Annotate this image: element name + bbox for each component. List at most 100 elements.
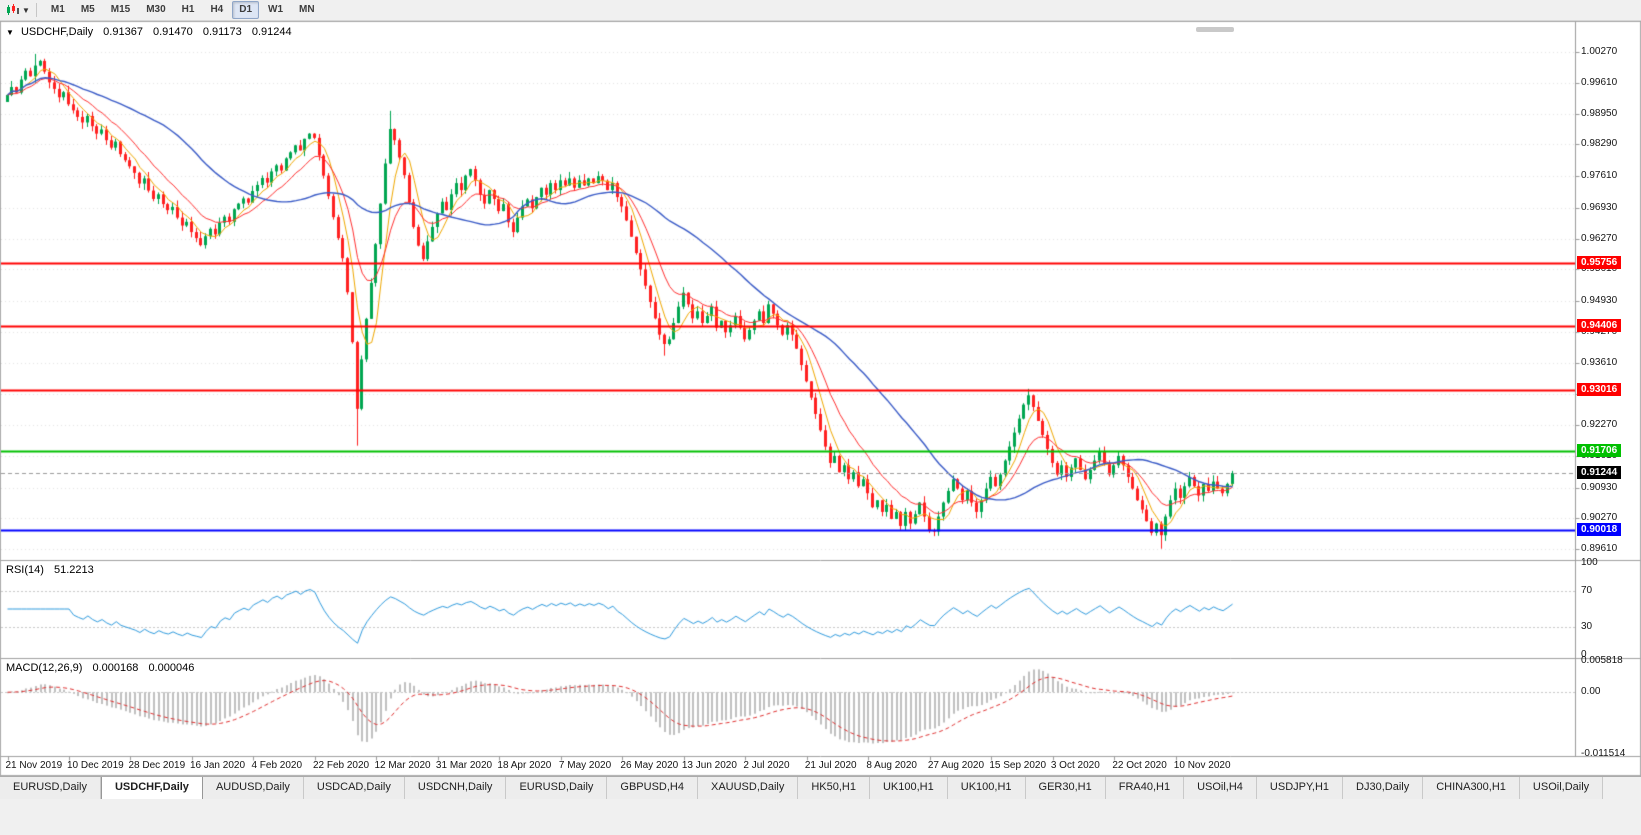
price-axis-label: 0.96270 (1581, 232, 1618, 244)
status-bar (0, 798, 1641, 835)
timeframe-button-m5[interactable]: M5 (80, 4, 95, 15)
timeframe-button-d1[interactable]: D1 (232, 1, 260, 19)
chart-type-icon[interactable] (6, 4, 20, 16)
high-value: 0.91470 (153, 26, 193, 38)
chart-tab[interactable]: USOil,H4 (1184, 777, 1257, 799)
date-axis-label: 18 Apr 2020 (497, 760, 552, 771)
rsi-axis-label: 0 (1581, 649, 1587, 660)
date-axis-label: 10 Dec 2019 (66, 760, 124, 771)
date-axis-label: 13 Jun 2020 (681, 760, 737, 771)
date-axis-label: 15 Sep 2020 (989, 760, 1047, 771)
date-axis-label: 31 Mar 2020 (435, 760, 493, 771)
rsi-axis-label: 30 (1581, 621, 1593, 633)
chart-tab-bar: EURUSD,Daily USDCHF,Daily AUDUSD,Daily USDC… (0, 776, 1641, 799)
symbol-period-label: USDCHF,Daily (20, 26, 94, 38)
close-value: 0.91244 (251, 26, 292, 38)
price-level-tag[interactable]: 0.91706 (1577, 444, 1622, 458)
rsi-axis-label: 100 (1581, 557, 1598, 568)
timeframe-button-h1[interactable]: H1 (181, 4, 195, 15)
chart-tab[interactable]: GBPUSD,H4 (607, 777, 698, 799)
chart-tab[interactable]: USDCAD,Daily (303, 777, 405, 799)
timeframe-buttons: M1 M5 M15 M30 H1 H4 D1 W1 MN (43, 1, 323, 19)
macd-main-value: 0.000168 (92, 662, 139, 674)
date-axis-label: 21 Nov 2019 (5, 760, 63, 771)
price-axis-label: 0.99610 (1581, 76, 1618, 88)
date-axis-label: 10 Nov 2020 (1173, 760, 1231, 771)
date-axis-label: 16 Jan 2020 (189, 760, 246, 771)
date-axis-label: 2 Jul 2020 (743, 760, 790, 771)
chart-tab[interactable]: HK50,H1 (798, 777, 870, 799)
price-axis-label: 0.90930 (1581, 481, 1618, 493)
date-axis-label: 3 Oct 2020 (1050, 760, 1100, 771)
rsi-axis-label: 70 (1581, 584, 1593, 596)
date-axis-label: 22 Oct 2020 (1112, 760, 1167, 771)
collapse-triangle-icon[interactable]: ▼ (6, 28, 14, 37)
price-axis-label: 0.98290 (1581, 138, 1618, 150)
chart-tab[interactable]: USOil,Daily (1519, 777, 1604, 799)
date-axis-label: 7 May 2020 (558, 760, 612, 771)
macd-axis-label: 0.005818 (1581, 655, 1623, 666)
price-level-tag[interactable]: 0.94406 (1577, 318, 1622, 332)
date-axis-label: 26 May 2020 (620, 760, 679, 771)
rsi-name: RSI(14) (6, 564, 44, 576)
chart-scrollbar-thumb[interactable] (1196, 27, 1234, 32)
price-axis-label: 1.00270 (1581, 46, 1618, 58)
chart-tab[interactable]: USDJPY,H1 (1256, 777, 1344, 799)
dropdown-caret-icon[interactable]: ▼ (22, 5, 30, 15)
current-price-tag: 0.91244 (1577, 466, 1622, 479)
date-axis[interactable]: 21 Nov 2019 10 Dec 2019 28 Dec 2019 16 Jan … (0, 760, 1575, 776)
chart-tab[interactable]: UK100,H1 (869, 777, 948, 799)
timeframe-button-m15[interactable]: M15 (110, 4, 131, 15)
chart-tab[interactable]: XAUUSD,Daily (697, 777, 799, 799)
price-axis-label: 0.96930 (1581, 201, 1618, 213)
macd-indicator-label: MACD(12,26,9) 0.000168 0.000046 (6, 662, 194, 674)
chart-tab[interactable]: EURUSD,Daily (506, 777, 608, 799)
date-axis-label: 27 Aug 2020 (927, 760, 985, 771)
price-axis-label: 0.95610 (1581, 263, 1618, 275)
chart-window: ▼ USDCHF,Daily 0.91367 0.91470 0.91173 0… (0, 21, 1641, 776)
chart-tab[interactable]: USDCHF,Daily (100, 777, 203, 799)
chart-tab[interactable]: AUDUSD,Daily (202, 777, 304, 799)
rsi-indicator-label: RSI(14) 51.2213 (6, 564, 94, 576)
macd-name: MACD(12,26,9) (6, 662, 83, 674)
timeframe-button-mn[interactable]: MN (299, 4, 315, 15)
chart-tab[interactable]: DJ30,Daily (1343, 777, 1424, 799)
price-axis-label: 0.98950 (1581, 107, 1618, 119)
toolbar-separator (35, 3, 37, 17)
timeframes-toolbar: ▼ M1 M5 M15 M30 H1 H4 D1 W1 MN (0, 0, 1641, 21)
price-chart-canvas[interactable] (0, 21, 1641, 776)
timeframe-button-m1[interactable]: M1 (50, 4, 65, 15)
date-axis-label: 12 Mar 2020 (374, 760, 431, 771)
price-level-tag[interactable]: 0.93016 (1577, 383, 1622, 397)
price-level-tag[interactable]: 0.95756 (1577, 255, 1622, 269)
price-axis-label: 0.93610 (1581, 356, 1618, 368)
date-axis-label: 28 Dec 2019 (128, 760, 186, 771)
chart-tab[interactable]: GER30,H1 (1025, 777, 1106, 799)
timeframe-button-h4[interactable]: H4 (210, 4, 224, 15)
macd-axis-label: 0.00 (1581, 686, 1601, 698)
price-axis-label: 0.89610 (1581, 543, 1618, 555)
price-level-tag[interactable]: 0.90018 (1577, 523, 1622, 537)
macd-axis-label: -0.011514 (1581, 748, 1626, 759)
chart-title: ▼ USDCHF,Daily 0.91367 0.91470 0.91173 0… (6, 26, 292, 38)
price-axis-label: 0.94930 (1581, 295, 1618, 307)
chart-tab[interactable]: USDCNH,Daily (404, 777, 507, 799)
date-axis-label: 21 Jul 2020 (804, 760, 857, 771)
chart-tab[interactable]: FRA40,H1 (1105, 777, 1185, 799)
price-axis-label: 0.92270 (1581, 419, 1618, 431)
macd-signal-value: 0.000046 (148, 662, 195, 674)
open-value: 0.91367 (103, 26, 143, 38)
price-axis[interactable]: 1.00270 0.99610 0.98950 0.98290 0.97610 0.969… (1577, 21, 1641, 776)
rsi-value: 51.2213 (53, 564, 94, 576)
date-axis-label: 8 Aug 2020 (866, 760, 917, 771)
chart-tab[interactable]: EURUSD,Daily (0, 777, 101, 799)
price-axis-label: 0.90270 (1581, 512, 1618, 524)
timeframe-button-w1[interactable]: W1 (268, 4, 284, 15)
chart-tab[interactable]: UK100,H1 (947, 777, 1026, 799)
low-value: 0.91173 (202, 26, 242, 38)
price-axis-label: 0.97610 (1581, 170, 1618, 182)
chart-tab[interactable]: CHINA300,H1 (1423, 777, 1520, 799)
timeframe-button-m30[interactable]: M30 (146, 4, 166, 15)
date-axis-label: 4 Feb 2020 (251, 760, 303, 771)
